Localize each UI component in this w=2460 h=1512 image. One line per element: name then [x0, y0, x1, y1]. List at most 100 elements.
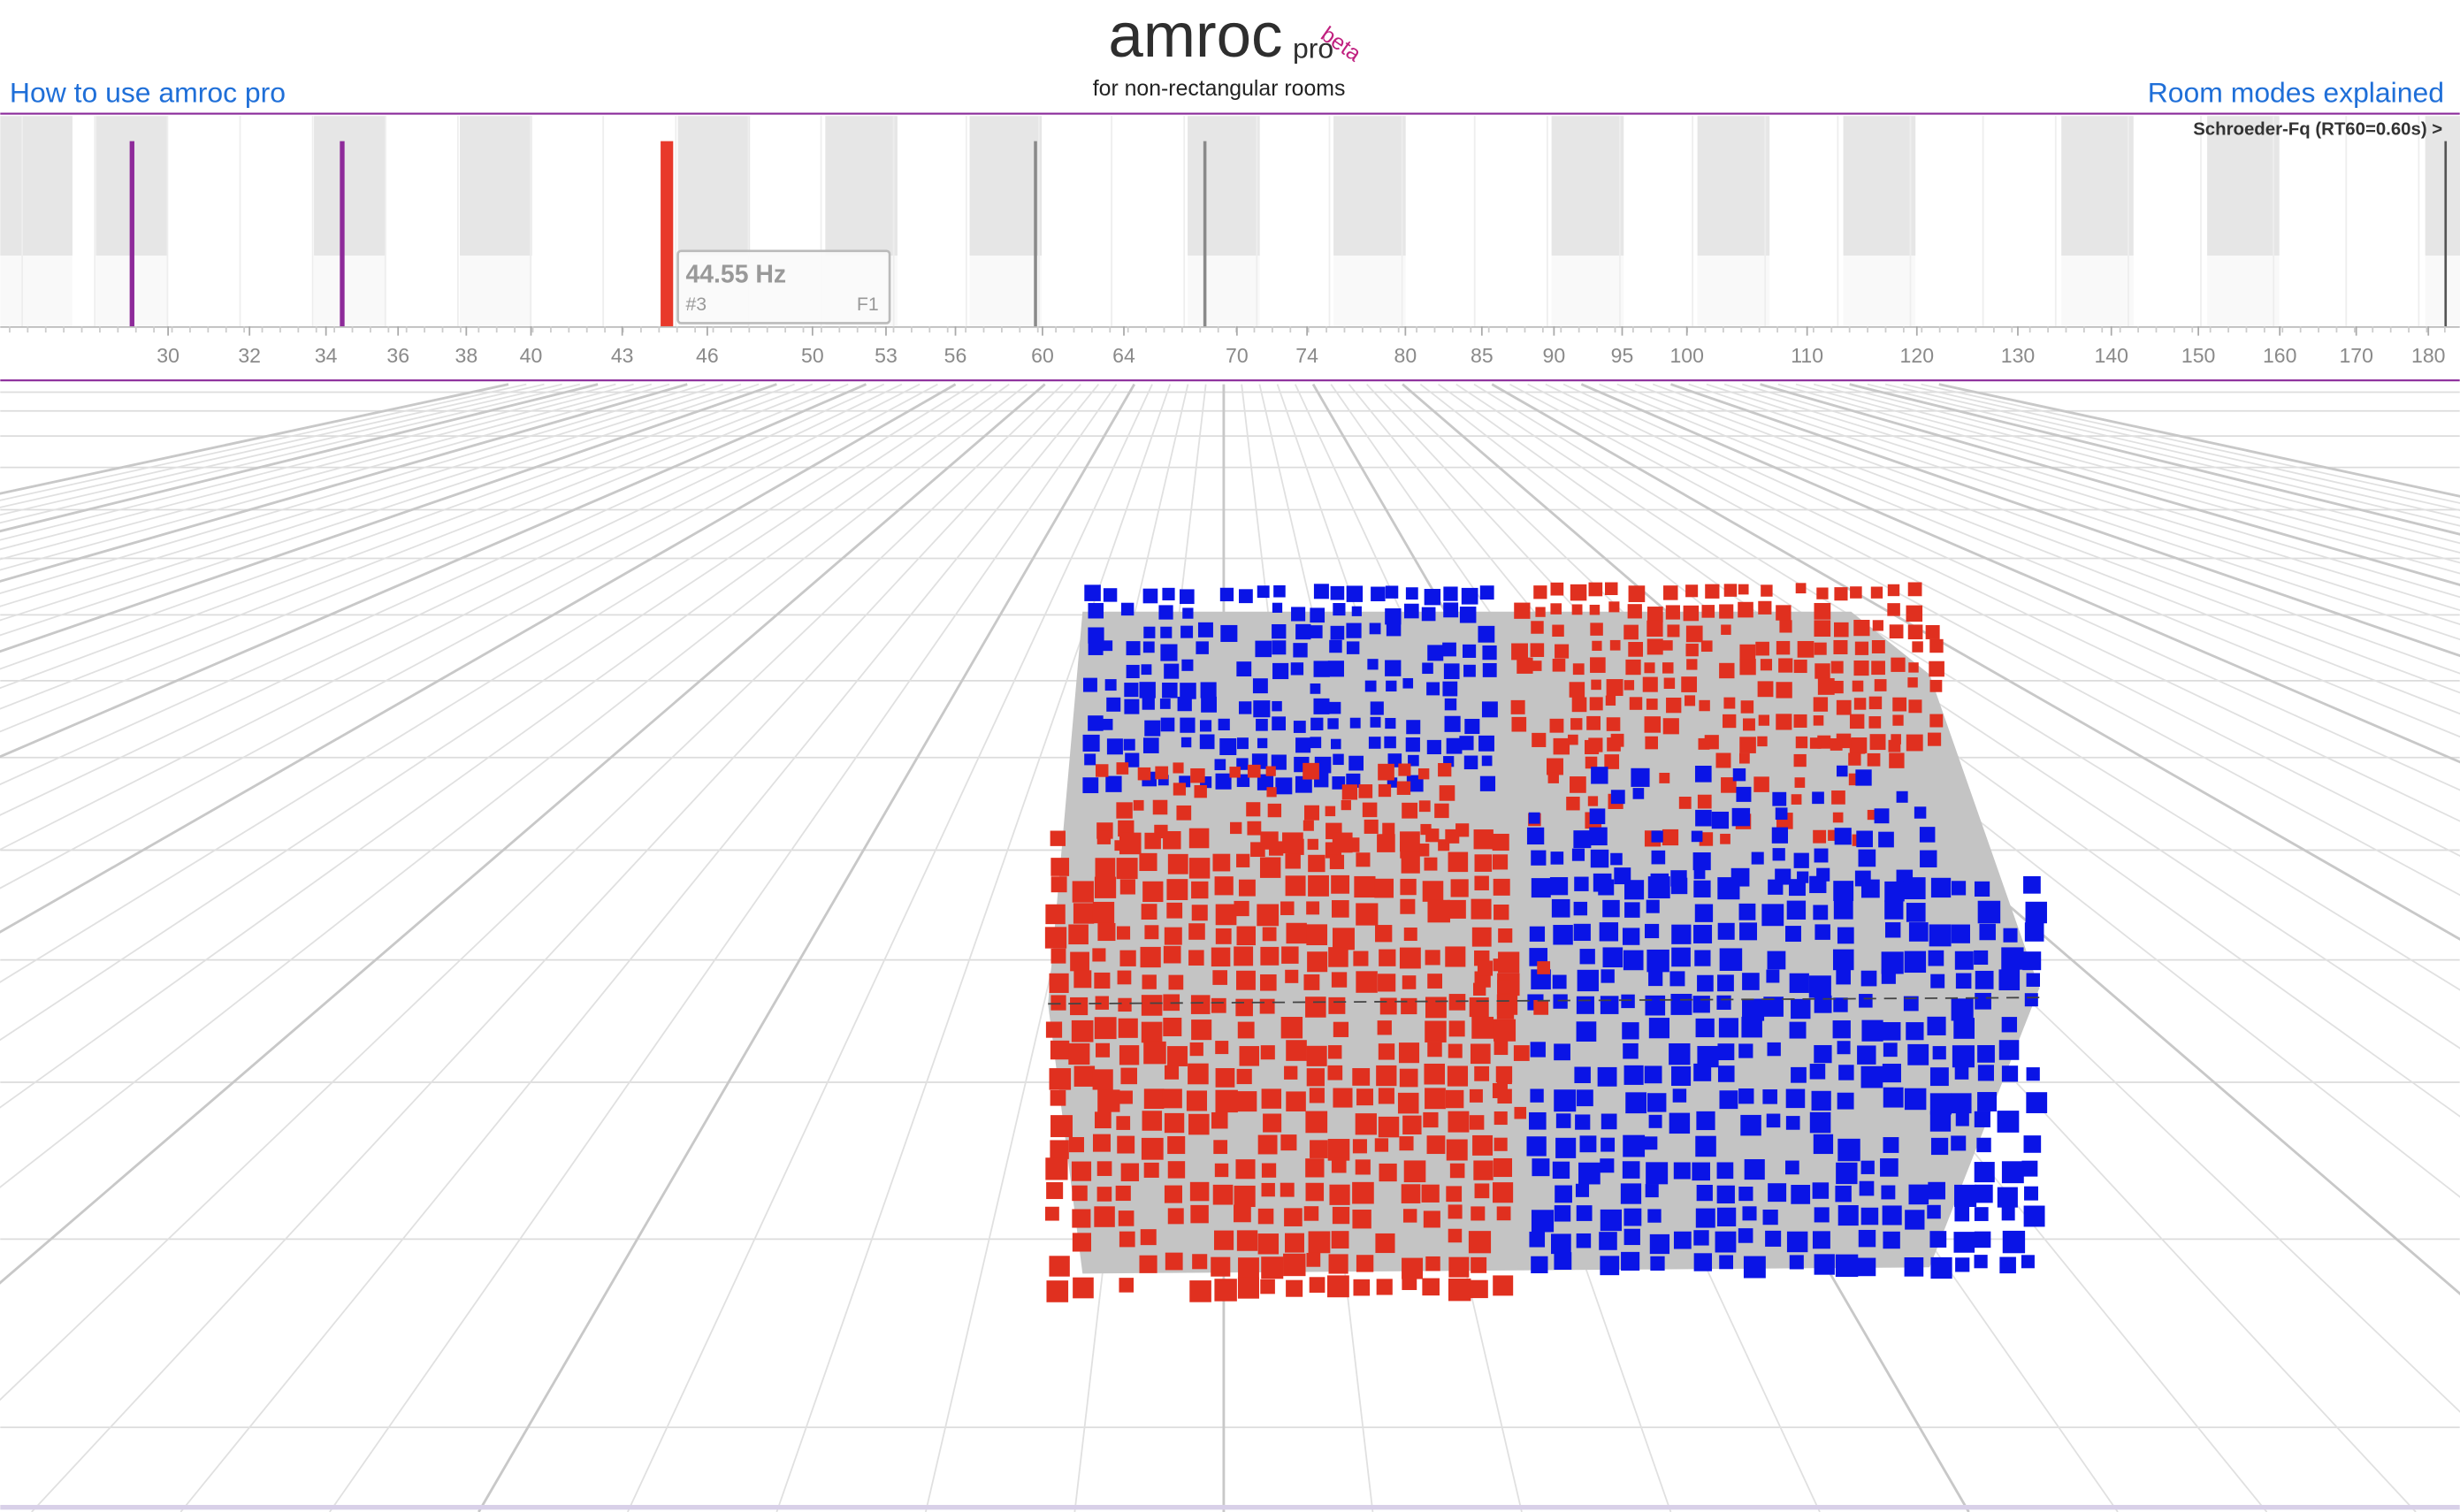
pressure-sample	[1717, 1043, 1735, 1061]
pressure-sample	[1385, 608, 1402, 625]
pressure-sample	[1672, 1088, 1687, 1103]
pressure-sample	[1283, 1253, 1306, 1277]
pressure-sample	[1362, 802, 1378, 818]
pressure-sample	[1857, 1257, 1876, 1277]
pressure-sample	[1094, 1111, 1112, 1129]
pressure-sample	[1236, 853, 1250, 867]
pressure-sample	[1903, 996, 1919, 1012]
pressure-sample	[1346, 773, 1361, 788]
pressure-sample	[1082, 677, 1097, 692]
pressure-sample	[1070, 997, 1089, 1016]
pressure-sample	[1272, 602, 1283, 613]
pressure-sample	[1469, 997, 1489, 1018]
pressure-sample	[1213, 1230, 1234, 1250]
pressure-sample	[1272, 662, 1289, 680]
pressure-sample	[1426, 739, 1441, 755]
pressure-sample	[1478, 735, 1494, 752]
pressure-sample	[2001, 947, 2024, 970]
pressure-sample	[1181, 659, 1194, 671]
pressure-sample	[1955, 1257, 1970, 1272]
pressure-sample	[1739, 644, 1756, 661]
band-upper	[314, 116, 386, 256]
pressure-sample	[1446, 737, 1463, 754]
pressure-sample	[1191, 881, 1209, 899]
pressure-sample	[1878, 831, 1894, 848]
pressure-sample	[1623, 1228, 1640, 1246]
pressure-sample	[1566, 797, 1580, 811]
pressure-sample	[1385, 660, 1402, 676]
pressure-sample	[1068, 924, 1089, 945]
pressure-sample	[1812, 1231, 1830, 1249]
pressure-sample	[1443, 602, 1459, 618]
pressure-sample	[1740, 700, 1754, 714]
pressure-sample	[1215, 904, 1237, 926]
pressure-sample	[1528, 1111, 1547, 1130]
pressure-sample	[1954, 951, 1974, 970]
pressure-sample	[1354, 875, 1376, 898]
pressure-sample	[1092, 901, 1115, 924]
pressure-sample	[1252, 678, 1268, 694]
pressure-sample	[1669, 1042, 1691, 1065]
tick-label: 34	[315, 344, 338, 367]
pressure-sample	[1673, 1231, 1692, 1249]
pressure-sample	[1356, 971, 1378, 993]
pressure-sample	[1427, 645, 1444, 661]
pressure-sample	[1814, 1044, 1832, 1064]
pressure-sample	[1119, 832, 1142, 855]
pressure-sample	[1164, 663, 1180, 679]
pressure-sample	[1196, 641, 1209, 654]
pressure-sample	[1648, 1018, 1670, 1039]
pressure-sample	[1860, 1065, 1883, 1088]
pressure-sample	[1396, 781, 1411, 795]
pressure-sample	[1662, 718, 1679, 735]
pressure-sample	[1463, 664, 1476, 677]
pressure-sample	[1167, 1161, 1186, 1179]
pressure-sample	[1214, 759, 1226, 771]
pressure-sample	[1493, 1019, 1516, 1042]
pressure-sample	[1681, 676, 1698, 692]
band-lower	[1551, 256, 1624, 326]
pressure-sample	[1142, 697, 1155, 710]
pressure-sample	[1905, 1210, 1925, 1230]
pressure-sample	[1190, 995, 1211, 1014]
pressure-sample	[1883, 1137, 1899, 1153]
pressure-sample	[1190, 767, 1205, 783]
pressure-sample	[1461, 587, 1478, 605]
pressure-sample	[1448, 1111, 1470, 1133]
pressure-sample	[1375, 925, 1393, 943]
pressure-sample	[1141, 664, 1152, 676]
pressure-sample	[1118, 1210, 1135, 1226]
pressure-sample	[1693, 1230, 1709, 1246]
pressure-sample	[1236, 926, 1256, 946]
pressure-sample	[1695, 1208, 1715, 1228]
pressure-sample	[1141, 995, 1163, 1016]
help-link[interactable]: How to use amroc pro	[10, 76, 286, 108]
floor-grid	[1669, 383, 2460, 658]
pressure-sample	[1870, 586, 1883, 599]
pressure-sample	[1284, 1065, 1298, 1080]
pressure-sample	[1531, 878, 1551, 898]
pressure-sample	[1861, 1019, 1883, 1042]
pressure-sample	[1438, 762, 1452, 777]
pressure-sample	[1352, 1139, 1367, 1154]
pressure-sample	[1693, 1063, 1712, 1081]
pressure-sample	[1044, 927, 1067, 949]
pressure-sample	[1398, 763, 1411, 776]
pressure-sample	[1481, 755, 1493, 767]
pressure-sample	[1528, 812, 1540, 824]
pressure-sample	[1236, 1091, 1257, 1112]
pressure-sample	[1386, 680, 1397, 692]
pressure-sample	[1785, 1160, 1799, 1175]
band-upper	[969, 116, 1043, 256]
pressure-sample	[1049, 1256, 1070, 1277]
floor-grid	[1706, 383, 2460, 625]
pressure-sample	[1421, 607, 1436, 622]
pressure-sample	[1286, 1279, 1303, 1297]
modes-link[interactable]: Room modes explained	[2148, 76, 2444, 108]
pressure-sample	[1495, 1065, 1513, 1083]
pressure-sample	[1717, 877, 1740, 900]
pressure-sample	[1874, 679, 1887, 691]
pressure-sample	[1050, 830, 1066, 846]
pressure-sample	[1789, 879, 1806, 897]
pressure-sample	[1442, 642, 1456, 657]
